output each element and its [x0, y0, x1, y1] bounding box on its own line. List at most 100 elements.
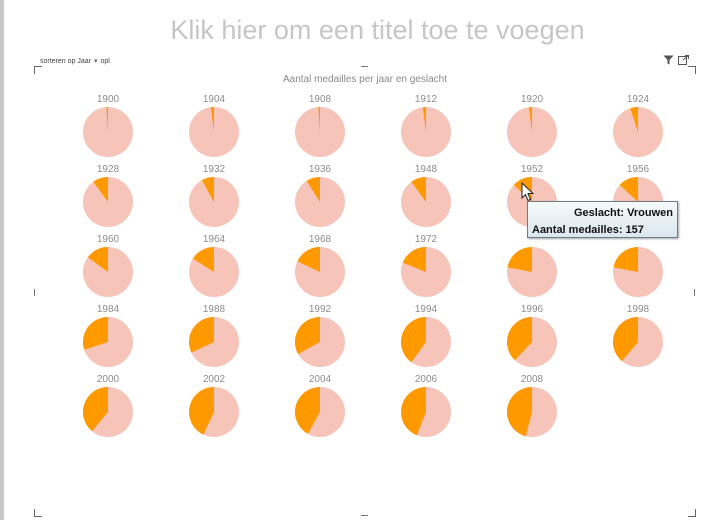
- pie-slice-vrouwen[interactable]: [630, 106, 638, 132]
- pie-panel[interactable]: 1904: [189, 94, 239, 157]
- sort-field-label[interactable]: sorteren op Jaar: [40, 58, 91, 65]
- pie-slice-vrouwen[interactable]: [613, 247, 638, 272]
- pie-panel[interactable]: 1900: [83, 94, 133, 157]
- pie-year-label: 2004: [309, 374, 332, 385]
- chart-toolbar: [663, 55, 693, 67]
- pie-panel[interactable]: 1994: [400, 304, 451, 367]
- frame-handle-top[interactable]: [361, 66, 368, 67]
- pie-slice-vrouwen[interactable]: [82, 317, 108, 350]
- pie-panel[interactable]: 1936: [295, 164, 345, 227]
- pie-year-label: 1924: [627, 94, 650, 105]
- pie-panel[interactable]: [507, 247, 557, 297]
- pie-slice-vrouwen[interactable]: [189, 387, 214, 435]
- pie-year-label: 1998: [627, 304, 650, 315]
- pie-panel[interactable]: 1928: [83, 164, 133, 227]
- pie-panel[interactable]: [613, 247, 663, 297]
- pie-slice-vrouwen[interactable]: [528, 107, 532, 132]
- sort-dropdown-icon[interactable]: ▾: [93, 58, 98, 65]
- pie-slice-vrouwen[interactable]: [189, 317, 214, 353]
- window-left-edge: [0, 0, 4, 520]
- pie-year-label: 1994: [415, 304, 438, 315]
- tooltip-count: Aantal medailles: 157: [532, 224, 644, 236]
- pie-panel[interactable]: 1988: [189, 304, 239, 367]
- pie-slice-vrouwen[interactable]: [210, 107, 214, 132]
- popout-icon[interactable]: [678, 55, 689, 65]
- pie-year-label: 1952: [521, 164, 544, 175]
- pie-slice-vrouwen[interactable]: [192, 246, 214, 272]
- pie-panel[interactable]: 1924: [613, 94, 663, 157]
- sort-control[interactable]: sorteren op Jaar ▾ opl: [40, 57, 110, 65]
- chart-tooltip: Geslacht: Vrouwen Aantal medailles: 157: [527, 201, 678, 238]
- pie-slice-vrouwen[interactable]: [201, 177, 214, 202]
- pie-year-label: 1996: [521, 304, 544, 315]
- pie-panel[interactable]: 1920: [507, 94, 557, 157]
- pie-year-label: 1964: [203, 234, 226, 245]
- pie-year-label: 1904: [203, 94, 226, 105]
- pie-year-label: 1908: [309, 94, 332, 105]
- pie-slice-vrouwen[interactable]: [619, 177, 638, 202]
- frame-corner-bottom-left: [34, 509, 42, 517]
- pie-year-label: 1948: [415, 164, 438, 175]
- pie-panel[interactable]: 1998: [612, 304, 663, 367]
- pie-panel[interactable]: 1908: [295, 94, 345, 157]
- pie-year-label: 1912: [415, 94, 438, 105]
- pie-panel[interactable]: 2004: [294, 374, 345, 437]
- pie-year-label: 2008: [521, 374, 544, 385]
- pie-panel[interactable]: 2000: [82, 374, 133, 437]
- pie-slice-vrouwen[interactable]: [297, 247, 320, 272]
- pie-panel[interactable]: 1972: [401, 234, 451, 297]
- pie-slice-vrouwen[interactable]: [402, 247, 426, 272]
- pie-panel[interactable]: 2006: [401, 374, 451, 437]
- pie-slice-vrouwen[interactable]: [401, 387, 426, 436]
- frame-corner-top-left: [34, 66, 42, 74]
- pie-year-label: 1988: [203, 304, 226, 315]
- pie-panel[interactable]: 1964: [189, 234, 239, 297]
- pie-slice-vrouwen[interactable]: [93, 177, 108, 202]
- pie-year-label: 1920: [521, 94, 544, 105]
- pie-slice-vrouwen[interactable]: [106, 107, 108, 132]
- pie-panel[interactable]: 2002: [189, 374, 239, 437]
- pie-year-label: 1932: [203, 164, 226, 175]
- tooltip-gender: Geslacht: Vrouwen: [573, 207, 673, 219]
- pie-slice-vrouwen[interactable]: [507, 247, 532, 272]
- pie-year-label: 1928: [97, 164, 120, 175]
- pie-panel[interactable]: 1992: [294, 304, 345, 367]
- pie-slice-vrouwen[interactable]: [612, 317, 638, 362]
- pie-slice-vrouwen[interactable]: [82, 387, 108, 432]
- pie-year-label: 2000: [97, 374, 120, 385]
- pie-panel[interactable]: 1996: [507, 304, 557, 367]
- pie-year-label: 1956: [627, 164, 650, 175]
- pie-panel[interactable]: 1960: [83, 234, 133, 297]
- pie-slice-vrouwen[interactable]: [411, 177, 426, 202]
- pie-slice-vrouwen[interactable]: [87, 247, 108, 272]
- pie-panel[interactable]: 1968: [295, 234, 345, 297]
- pie-slice-vrouwen[interactable]: [422, 107, 426, 132]
- pie-year-label: 1960: [97, 234, 120, 245]
- pie-panel[interactable]: 1932: [189, 164, 239, 227]
- frame-handle-left[interactable]: [34, 289, 35, 296]
- pie-year-label: 2002: [203, 374, 226, 385]
- pie-panel[interactable]: 1984: [82, 304, 133, 367]
- slide-title-placeholder[interactable]: Klik hier om een titel toe te voegen: [170, 15, 585, 45]
- pie-panel[interactable]: 1912: [401, 94, 451, 157]
- pie-slice-vrouwen[interactable]: [318, 107, 320, 132]
- pie-slice-vrouwen[interactable]: [306, 177, 320, 202]
- pie-slice-vrouwen[interactable]: [507, 387, 532, 437]
- frame-corner-top-right: [688, 66, 696, 74]
- pie-year-label: 1972: [415, 234, 438, 245]
- pie-year-label: 2006: [415, 374, 438, 385]
- frame-corner-bottom-right: [688, 509, 696, 517]
- mouse-pointer-icon: [521, 182, 535, 202]
- pie-panel[interactable]: 1948: [401, 164, 451, 227]
- pie-slice-vrouwen[interactable]: [294, 317, 320, 355]
- sort-order-label[interactable]: opl: [100, 58, 110, 65]
- pie-year-label: 1936: [309, 164, 332, 175]
- frame-handle-right[interactable]: [694, 289, 695, 296]
- pie-slice-vrouwen[interactable]: [507, 317, 532, 361]
- pie-panel[interactable]: 2008: [507, 374, 557, 437]
- pie-slice-vrouwen[interactable]: [294, 387, 320, 434]
- frame-handle-bottom[interactable]: [361, 515, 368, 516]
- pie-slice-vrouwen[interactable]: [400, 317, 426, 363]
- filter-icon[interactable]: [663, 55, 674, 65]
